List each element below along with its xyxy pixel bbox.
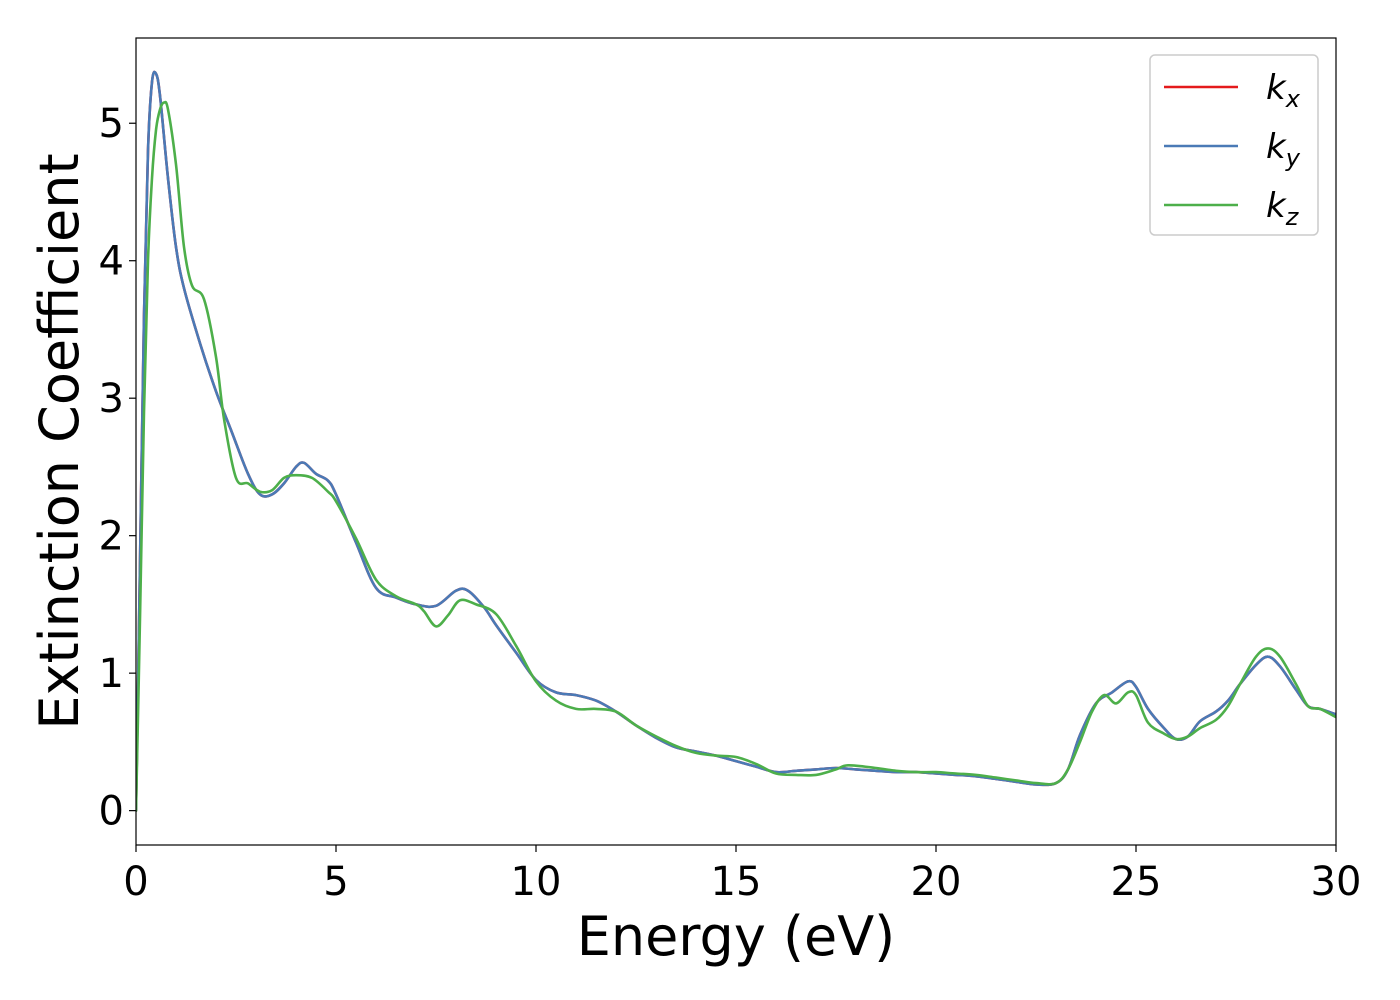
y-tick-label: 0 — [99, 789, 124, 835]
y-tick-label: 5 — [99, 101, 124, 147]
x-tick-label: 5 — [323, 859, 348, 905]
x-tick-label: 30 — [1311, 859, 1362, 905]
x-tick-label: 20 — [911, 859, 962, 905]
y-tick-label: 2 — [99, 514, 124, 560]
ticks-layer: 0 5 10 15 20 25 30 0 1 2 3 4 5 — [99, 101, 1362, 905]
y-axis-title: Extinction Coefficient — [28, 153, 91, 729]
x-tick-label: 25 — [1111, 859, 1162, 905]
x-tick-label: 10 — [511, 859, 562, 905]
legend-label-kx: kx — [1266, 68, 1301, 113]
series-layer — [136, 70, 1336, 812]
series-line-ky — [136, 70, 1336, 812]
x-tick-label: 0 — [123, 859, 148, 905]
y-tick-label: 3 — [99, 376, 124, 422]
x-axis-title: Energy (eV) — [577, 905, 896, 968]
legend-label-kz: kz — [1266, 186, 1300, 231]
y-tick-label: 1 — [99, 651, 124, 697]
legend: kx ky kz — [1149, 54, 1319, 236]
y-tick-label: 4 — [99, 239, 124, 285]
x-tick-label: 15 — [711, 859, 762, 905]
series-line-kz — [136, 100, 1336, 812]
legend-label-ky: ky — [1266, 127, 1301, 172]
